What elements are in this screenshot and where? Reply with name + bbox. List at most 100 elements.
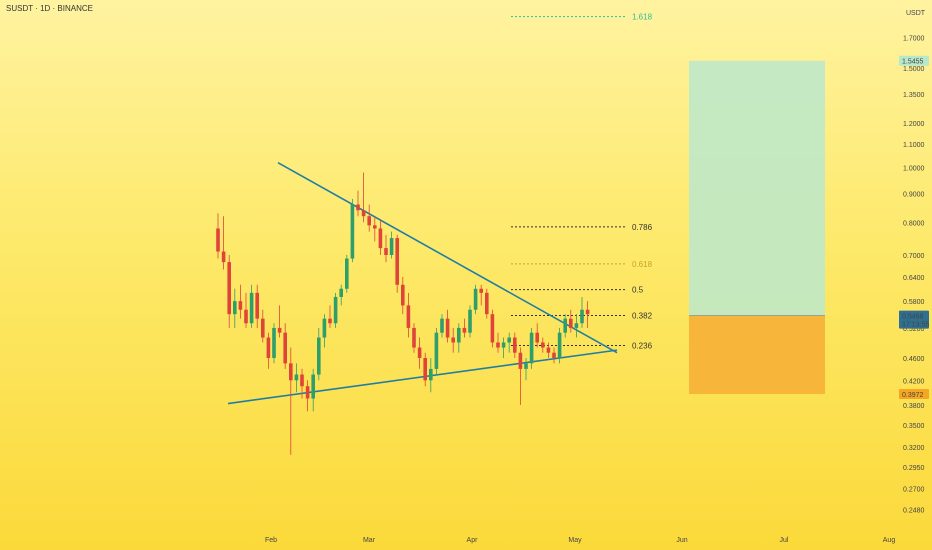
candle-body — [249, 292, 254, 324]
candle-body — [485, 292, 489, 315]
x-tick-label: Aug — [883, 537, 896, 544]
candle-body — [361, 210, 366, 217]
candle-body — [378, 228, 383, 249]
candle-body — [501, 342, 506, 348]
candle-body — [289, 363, 293, 381]
y-tick-label: 0.3500 — [903, 423, 925, 430]
y-tick-label: 1.0000 — [903, 166, 925, 173]
candle-body — [429, 368, 433, 381]
target-zone — [689, 60, 825, 316]
candle-body — [238, 301, 243, 310]
y-tick-label: 1.3500 — [903, 92, 925, 99]
candles — [216, 172, 590, 455]
candle-body — [328, 318, 332, 324]
fib-label: 0.618 — [632, 260, 653, 269]
candle-body — [294, 374, 299, 381]
y-tick-label: 0.9000 — [903, 191, 925, 198]
y-tick-label: 1.1000 — [903, 142, 925, 149]
y-tick-label: 0.5200 — [903, 326, 925, 333]
candle-body — [266, 337, 271, 358]
candle-body — [546, 347, 551, 353]
x-tick-label: Feb — [265, 537, 277, 544]
fib-label: 0.786 — [632, 223, 653, 232]
candle-body — [569, 318, 573, 328]
x-tick-label: Apr — [467, 537, 479, 544]
fib-label: 0.5 — [632, 286, 644, 295]
y-tick-label: 0.5800 — [903, 299, 925, 306]
candle-body — [311, 374, 315, 399]
price-badge-countdown: 17:13:55 — [902, 322, 929, 329]
fib-label: 0.382 — [632, 312, 653, 321]
fib-label: 0.236 — [632, 342, 653, 351]
candle-body — [445, 318, 450, 338]
candle-body — [585, 309, 590, 315]
fib-levels[interactable]: 1.618 0.786 0.618 0.5 0.382 0.236 — [511, 13, 653, 351]
candle-body — [507, 337, 511, 343]
price-badge-value: 1.5455 — [902, 59, 924, 66]
candle-body — [272, 327, 276, 358]
candle-body — [333, 296, 338, 324]
candle-body — [423, 357, 427, 381]
x-tick-label: Jul — [780, 537, 789, 544]
x-tick-label: Jun — [676, 537, 687, 544]
y-tick-label: 0.4200 — [903, 378, 925, 385]
candle-body — [389, 238, 394, 256]
y-tick-label: 0.3200 — [903, 445, 925, 452]
candle-body — [451, 337, 455, 343]
candle-body — [479, 288, 483, 293]
y-tick-label: 0.8000 — [903, 220, 925, 227]
candle-body — [401, 284, 405, 306]
position-box[interactable] — [689, 60, 825, 394]
candle-body — [563, 318, 567, 333]
price-badge — [899, 310, 929, 329]
candle-body — [322, 318, 327, 338]
candle-body — [406, 305, 411, 328]
x-tick-label: May — [568, 537, 582, 544]
trendline-lower — [227, 349, 618, 405]
trendlines[interactable] — [227, 161, 618, 405]
candle-body — [412, 327, 416, 348]
x-tick-label: Mar — [363, 537, 376, 544]
candle-body — [524, 363, 528, 369]
candle-body — [395, 238, 399, 285]
candle-body — [300, 374, 304, 387]
candle-body — [518, 352, 523, 369]
candle-body — [462, 327, 467, 333]
y-tick-label: 0.6400 — [903, 275, 925, 282]
candle-body — [283, 332, 287, 364]
candle-body — [277, 327, 282, 333]
candle-body — [221, 251, 226, 263]
y-tick-label: 0.2700 — [903, 487, 925, 494]
candle-body — [417, 347, 422, 358]
y-tick-label: 1.2000 — [903, 121, 925, 128]
candle-body — [552, 352, 556, 358]
y-tick-label: 0.2950 — [903, 465, 925, 472]
price-axis[interactable]: USDT 1.7000 1.5000 1.3500 1.2000 1.1000 1.0000… — [899, 10, 929, 515]
y-tick-label: 0.7000 — [903, 253, 925, 260]
candle-body — [367, 216, 371, 226]
candle-body — [490, 314, 495, 343]
price-badge-value: 0.3972 — [902, 392, 924, 399]
candle-body — [255, 292, 259, 319]
candle-body — [513, 337, 517, 353]
candle-body — [339, 288, 343, 297]
price-badge — [899, 388, 929, 399]
fib-label: 1.618 — [632, 13, 653, 22]
symbol-title: SUSDT · 1D · BINANCE — [6, 4, 93, 13]
candle-body — [557, 332, 562, 358]
stop-zone — [689, 315, 825, 394]
candle-body — [356, 204, 360, 211]
candle-body — [227, 262, 231, 315]
candle-body — [574, 323, 579, 328]
candle-body — [350, 204, 355, 259]
axis-unit: USDT — [906, 10, 926, 17]
time-axis[interactable]: Feb Mar Apr May Jun Jul Aug — [265, 537, 895, 544]
candle-body — [473, 288, 478, 310]
candle-body — [345, 258, 349, 289]
candle-body — [529, 332, 534, 364]
y-tick-label: 1.7000 — [903, 35, 925, 42]
candle-body — [317, 337, 321, 375]
candle-body — [373, 225, 377, 229]
trendline-upper — [277, 161, 618, 354]
